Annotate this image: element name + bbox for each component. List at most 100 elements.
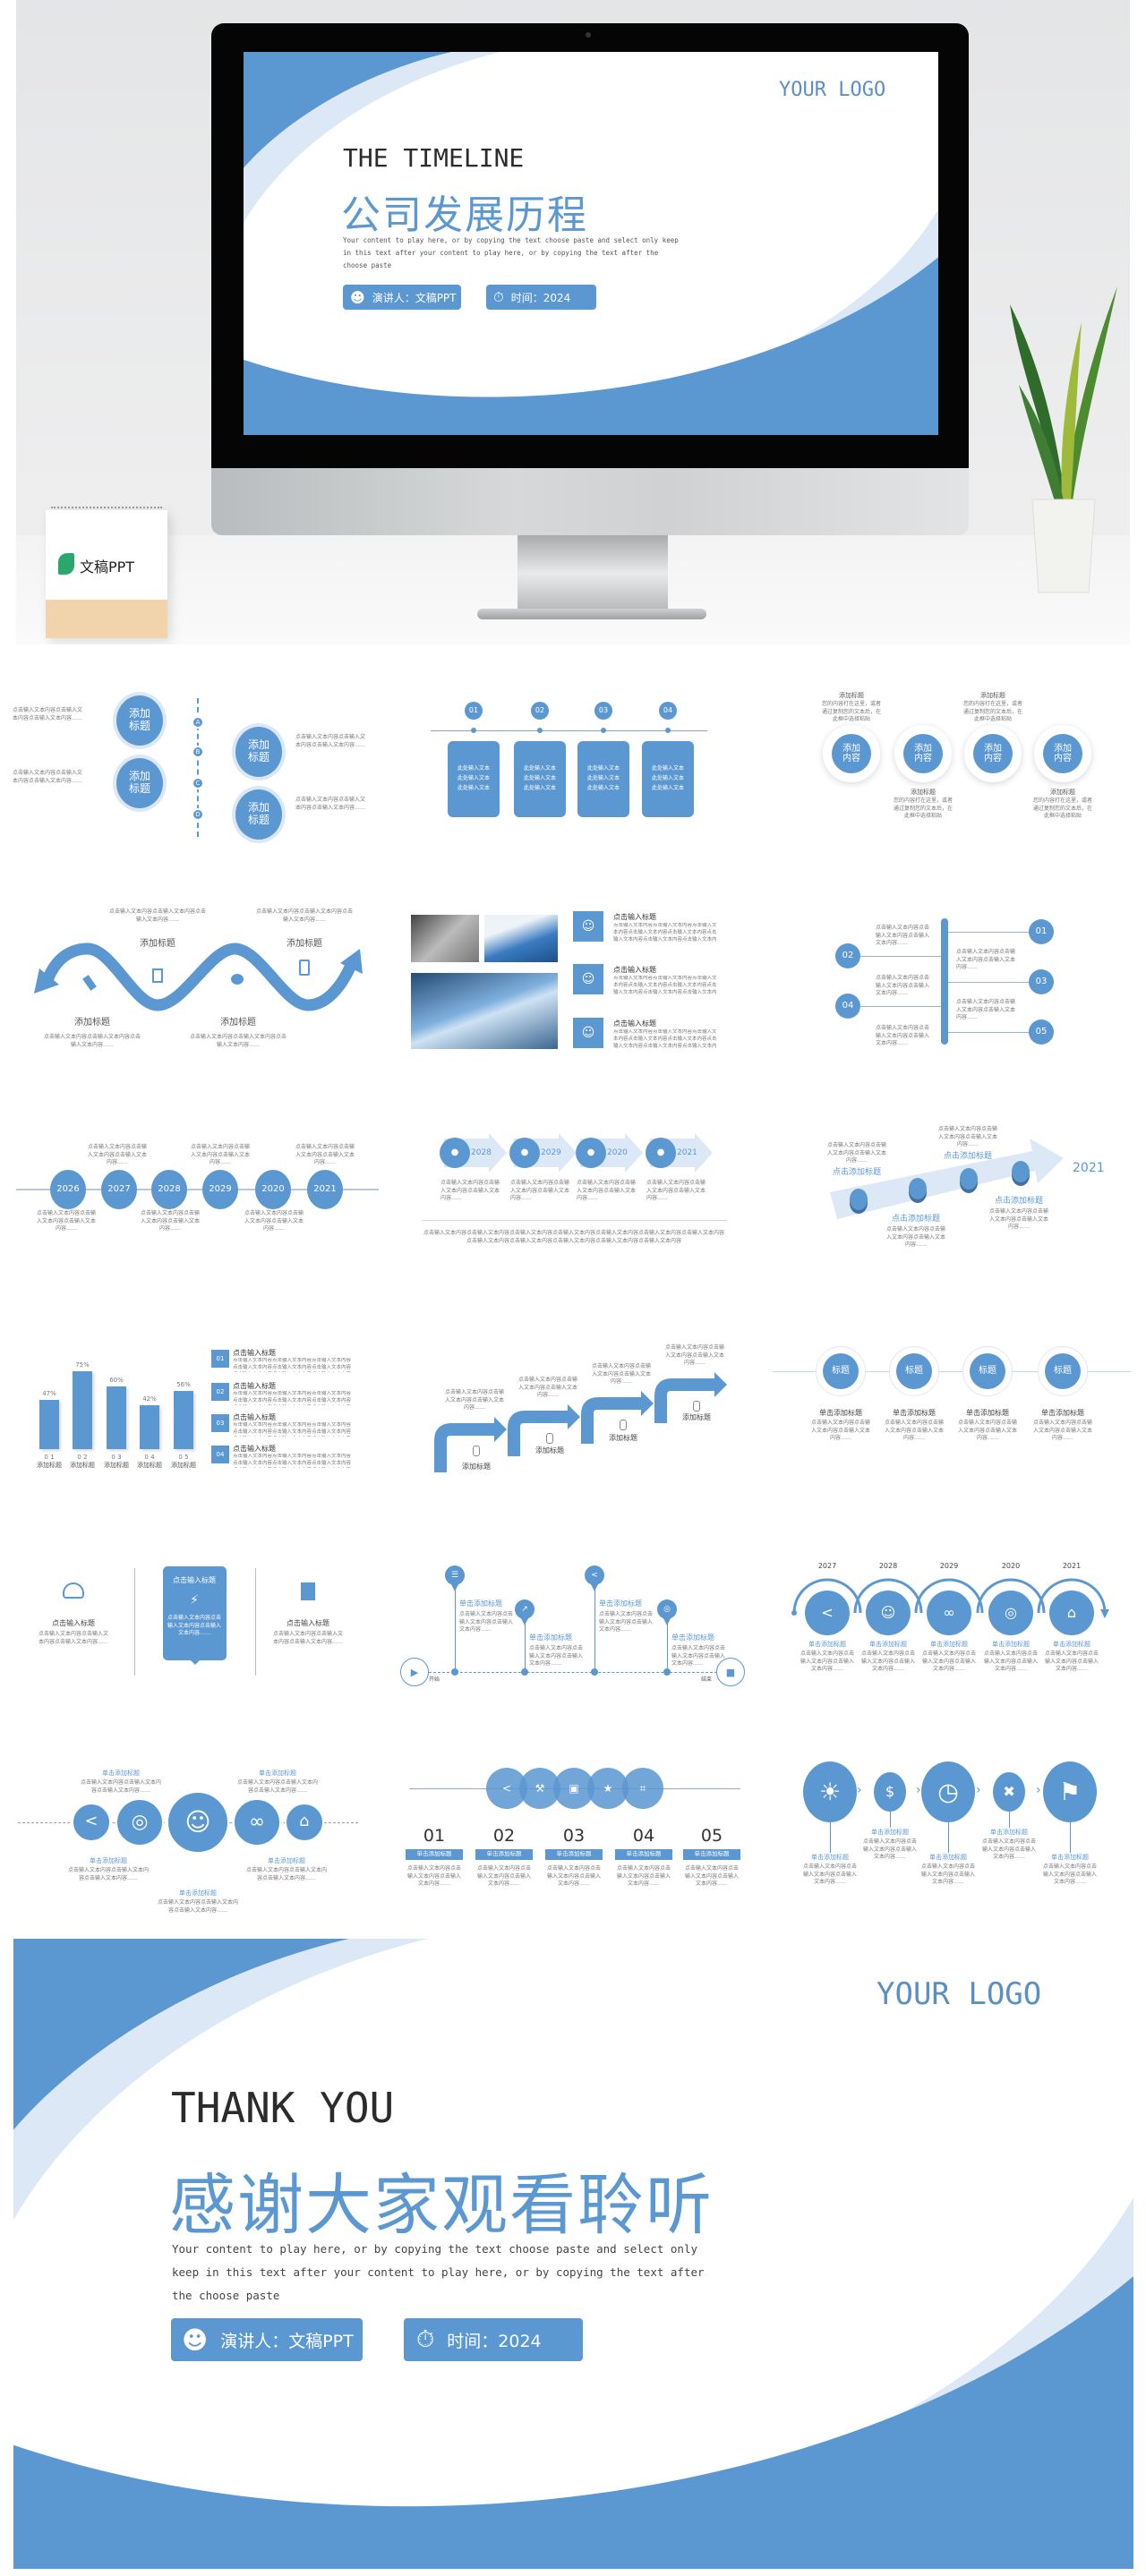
bar-value-label: 60% [109, 1377, 124, 1385]
slide-background-curves [13, 1939, 1133, 2569]
item-text: 您的内容打在这里，或者通过复制您的文本后，在此框中选择粘贴 [893, 798, 953, 820]
year-label: 2027 [817, 1562, 837, 1570]
bar-category: 0 2 [77, 1454, 88, 1461]
year-label: 2028 [471, 1148, 492, 1157]
text-block: 点击输入文本内容点击输入文本内容点击输入文本内容…… [37, 1210, 97, 1233]
bottom-blue-curve [13, 2276, 1133, 2569]
step-text: 点击输入文本内容点击输入文本内容点击输入文本内容…… [591, 1363, 651, 1386]
pin-text: 点击输入文本内容点击输入文本内容点击输入文本内容…… [529, 1645, 584, 1668]
icon-circle: ● [646, 1138, 676, 1168]
bar-title: 单击添加标题 [694, 1850, 730, 1858]
pin-head: < [585, 1565, 604, 1585]
text-block: 点击输入文本内容点击输入文本内容点击输入文本内容…… [244, 1210, 304, 1233]
arc-end-arrow [1100, 1609, 1109, 1618]
box-text: 此处输入文本 [586, 784, 620, 791]
icon-glyph: ☺ [880, 1604, 896, 1621]
item-title: 单击添加标题 [929, 1854, 967, 1861]
building-photo [484, 915, 558, 962]
title-circle: 标题 [896, 1353, 932, 1389]
home-icon: ⌂ [285, 1803, 324, 1842]
link-icon: ∞ [927, 1591, 971, 1635]
icon-glyph: ✖ [1003, 1782, 1015, 1800]
pin-head: ◎ [657, 1599, 677, 1619]
item-text: 点击输入文本内容点击输入文本内容点击输入文本内容…… [921, 1651, 976, 1673]
marker-label: 04 [842, 1001, 854, 1011]
title-slide-screen: YOUR LOGO THE TIMELINE 公司发展历程 Your conte… [244, 52, 938, 435]
bar-title: 单击添加标题 [626, 1850, 662, 1858]
text-block: 点击输入文本内容点击输入文本内容点击输入文本内容…… [13, 770, 83, 784]
item-text: 点击输入文本内容点击输入文本内容点击输入文本内容…… [1043, 1864, 1098, 1886]
item-text: 点击输入文本内容点击输入文本内容点击输入文本内容…… [826, 1142, 886, 1164]
oval-title: 添加标题 [247, 738, 269, 763]
content-box: 此处输入文本 此处输入文本 此处输入文本 [642, 741, 694, 817]
step-arrow [508, 1411, 569, 1456]
bar [39, 1400, 59, 1449]
item-title: 点击添加标题 [832, 1168, 881, 1177]
year-label: 2020 [261, 1184, 285, 1195]
box-pointer [190, 1659, 201, 1670]
icon-glyph: ● [520, 1147, 529, 1157]
connector [948, 1032, 1029, 1033]
item-title: 单击添加标题 [90, 1857, 127, 1864]
marker-label: A [195, 718, 201, 726]
item-text: 点击输入文本内容点击输入文本内容点击输入文本内容…… [810, 1420, 870, 1442]
text-block: 点击输入文本内容点击输入文本内容点击输入文本内容…… [295, 1144, 355, 1166]
slide-thumbnail-4: 添加标题 添加标题 添加标题 添加标题 点击输入文本内容点击输入文本内容点击输入文本内容… [0, 859, 382, 1074]
text-block: 点击输入文本内容点击输入文本内容点击输入文本内容…… [295, 797, 366, 811]
content-circle: 添加内容 [832, 734, 871, 773]
item-title: 点击添加标题 [994, 1197, 1043, 1206]
text-block: 点击输入文本内容点击输入文本内容点击输入文本内容…… [876, 975, 930, 997]
year-circle: 2021 [307, 1170, 343, 1209]
item-text: 点击输入文本内容点击输入文本内容点击输入文本内容…… [983, 1651, 1038, 1673]
item-title: 单击添加标题 [259, 1770, 296, 1777]
step-arrow [434, 1423, 496, 1472]
list-title: 点击输入标题 [233, 1382, 276, 1390]
icon-glyph: ☺ [184, 1807, 211, 1837]
step-number: 05 [700, 1826, 723, 1846]
box-text: 此处输入文本 [651, 765, 684, 772]
icon-glyph: ◷ [937, 1778, 959, 1806]
building-photo [411, 915, 479, 962]
icon-glyph: ∞ [249, 1811, 265, 1834]
clipboard-clock-icon: ⏱ [493, 289, 504, 305]
bar-value-label: 47% [42, 1390, 56, 1398]
top-left-blue-curve [244, 52, 452, 168]
text-block: 点击输入文本内容点击输入文本内容点击输入文本内容…… [295, 734, 366, 748]
marker-02: 02 [531, 702, 549, 720]
box-text: 此处输入文本 [651, 784, 684, 791]
item-text: 点击输入文本内容点击输入文本内容点击输入文本内容…… [246, 1867, 328, 1881]
icon-glyph: ◎ [131, 1811, 149, 1834]
wave-text: 点击输入文本内容点击输入文本内容点击输入文本内容…… [189, 1034, 286, 1048]
slide-thumbnail-10: 47% 0 1 添加标题 75% 0 2 添加标题 60% 0 3 添加标题 42% 0 4 添加标题… [0, 1289, 382, 1504]
box-text: 此处输入文本 [586, 765, 620, 772]
item-title: 单击添加标题 [1041, 1409, 1084, 1417]
icon-glyph: ☺ [581, 972, 595, 986]
clipboard-clock-icon: ⏱ [416, 2325, 435, 2353]
circle-label: 添加内容 [914, 743, 932, 764]
wave-title: 添加标题 [140, 939, 175, 949]
step-number: 02 [492, 1826, 516, 1846]
title-bar: 单击添加标题 [545, 1849, 603, 1860]
plant-leaf [1061, 322, 1082, 501]
bar-category-label: 添加标题 [37, 1462, 62, 1469]
disc-top [960, 1168, 978, 1190]
slide-thumbnail-8: ● 2028 点击输入文本内容点击输入文本内容点击输入文本内容…… ● 2029 点击输入… [382, 1074, 765, 1289]
list-number: 02 [216, 1387, 225, 1395]
disc-top [1012, 1161, 1030, 1182]
item-title: 单击添加标题 [1051, 1854, 1089, 1861]
text-block: 点击输入文本内容点击输入文本内容点击输入文本内容…… [141, 1210, 201, 1233]
pin-tip [663, 1616, 671, 1630]
marker-C: C [192, 777, 204, 789]
icon-glyph: ● [450, 1147, 459, 1157]
monitor-stand [517, 535, 668, 612]
plant-vase [1031, 499, 1096, 593]
timeline-dot [665, 728, 671, 733]
year-label: 2021 [677, 1148, 697, 1157]
start-button: ▶ [400, 1658, 429, 1686]
year-label: 2026 [56, 1184, 80, 1195]
item-text: 点击输入文本内容点击输入文本内容点击输入文本内容…… [1032, 1420, 1092, 1442]
marker-label: 01 [1035, 926, 1048, 937]
icon-glyph: ● [586, 1147, 595, 1157]
step-text: 点击输入文本内容点击输入文本内容点击输入文本内容…… [444, 1389, 504, 1412]
marker-03: 03 [1029, 969, 1054, 994]
